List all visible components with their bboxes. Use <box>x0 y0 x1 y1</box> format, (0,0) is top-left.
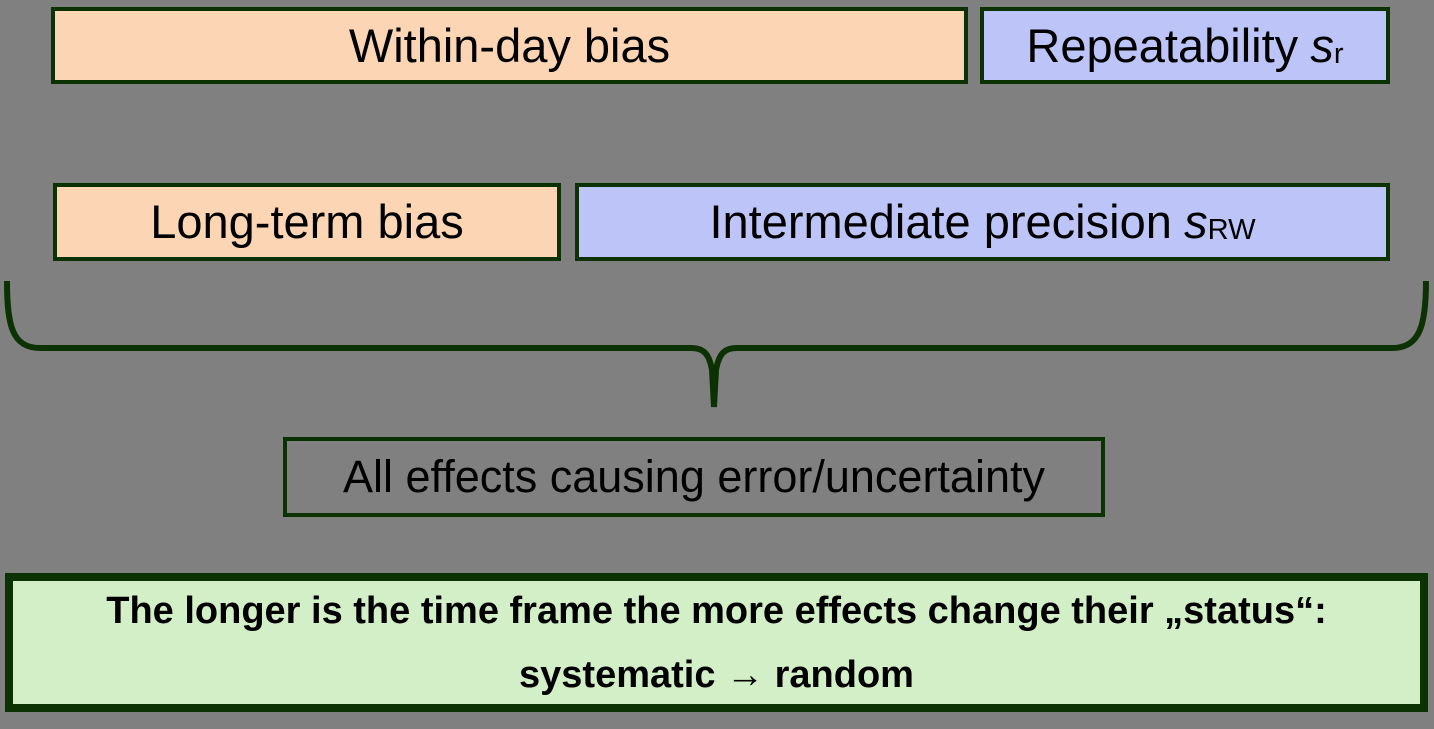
repeatability-subscript: r <box>1333 37 1344 70</box>
long-term-bias-box: Long-term bias <box>53 183 561 261</box>
long-term-bias-label: Long-term bias <box>150 195 464 249</box>
within-day-bias-label: Within-day bias <box>348 18 671 72</box>
repeatability-symbol: s <box>1310 18 1334 72</box>
repeatability-box: Repeatability s r <box>980 7 1390 84</box>
note-line-1: The longer is the time frame the more ef… <box>106 589 1327 632</box>
repeatability-label: Repeatability <box>1026 18 1299 72</box>
intermediate-precision-box: Intermediate precision s RW <box>575 183 1390 261</box>
note-box: The longer is the time frame the more ef… <box>5 573 1428 712</box>
all-effects-box: All effects causing error/uncertainty <box>283 437 1105 517</box>
note-line-2: systematic → random <box>519 653 914 696</box>
all-effects-label: All effects causing error/uncertainty <box>342 451 1045 503</box>
intermediate-precision-symbol: s <box>1184 195 1208 249</box>
intermediate-precision-label: Intermediate precision <box>709 195 1172 249</box>
intermediate-precision-subscript: RW <box>1207 214 1256 247</box>
within-day-bias-box: Within-day bias <box>51 7 968 84</box>
